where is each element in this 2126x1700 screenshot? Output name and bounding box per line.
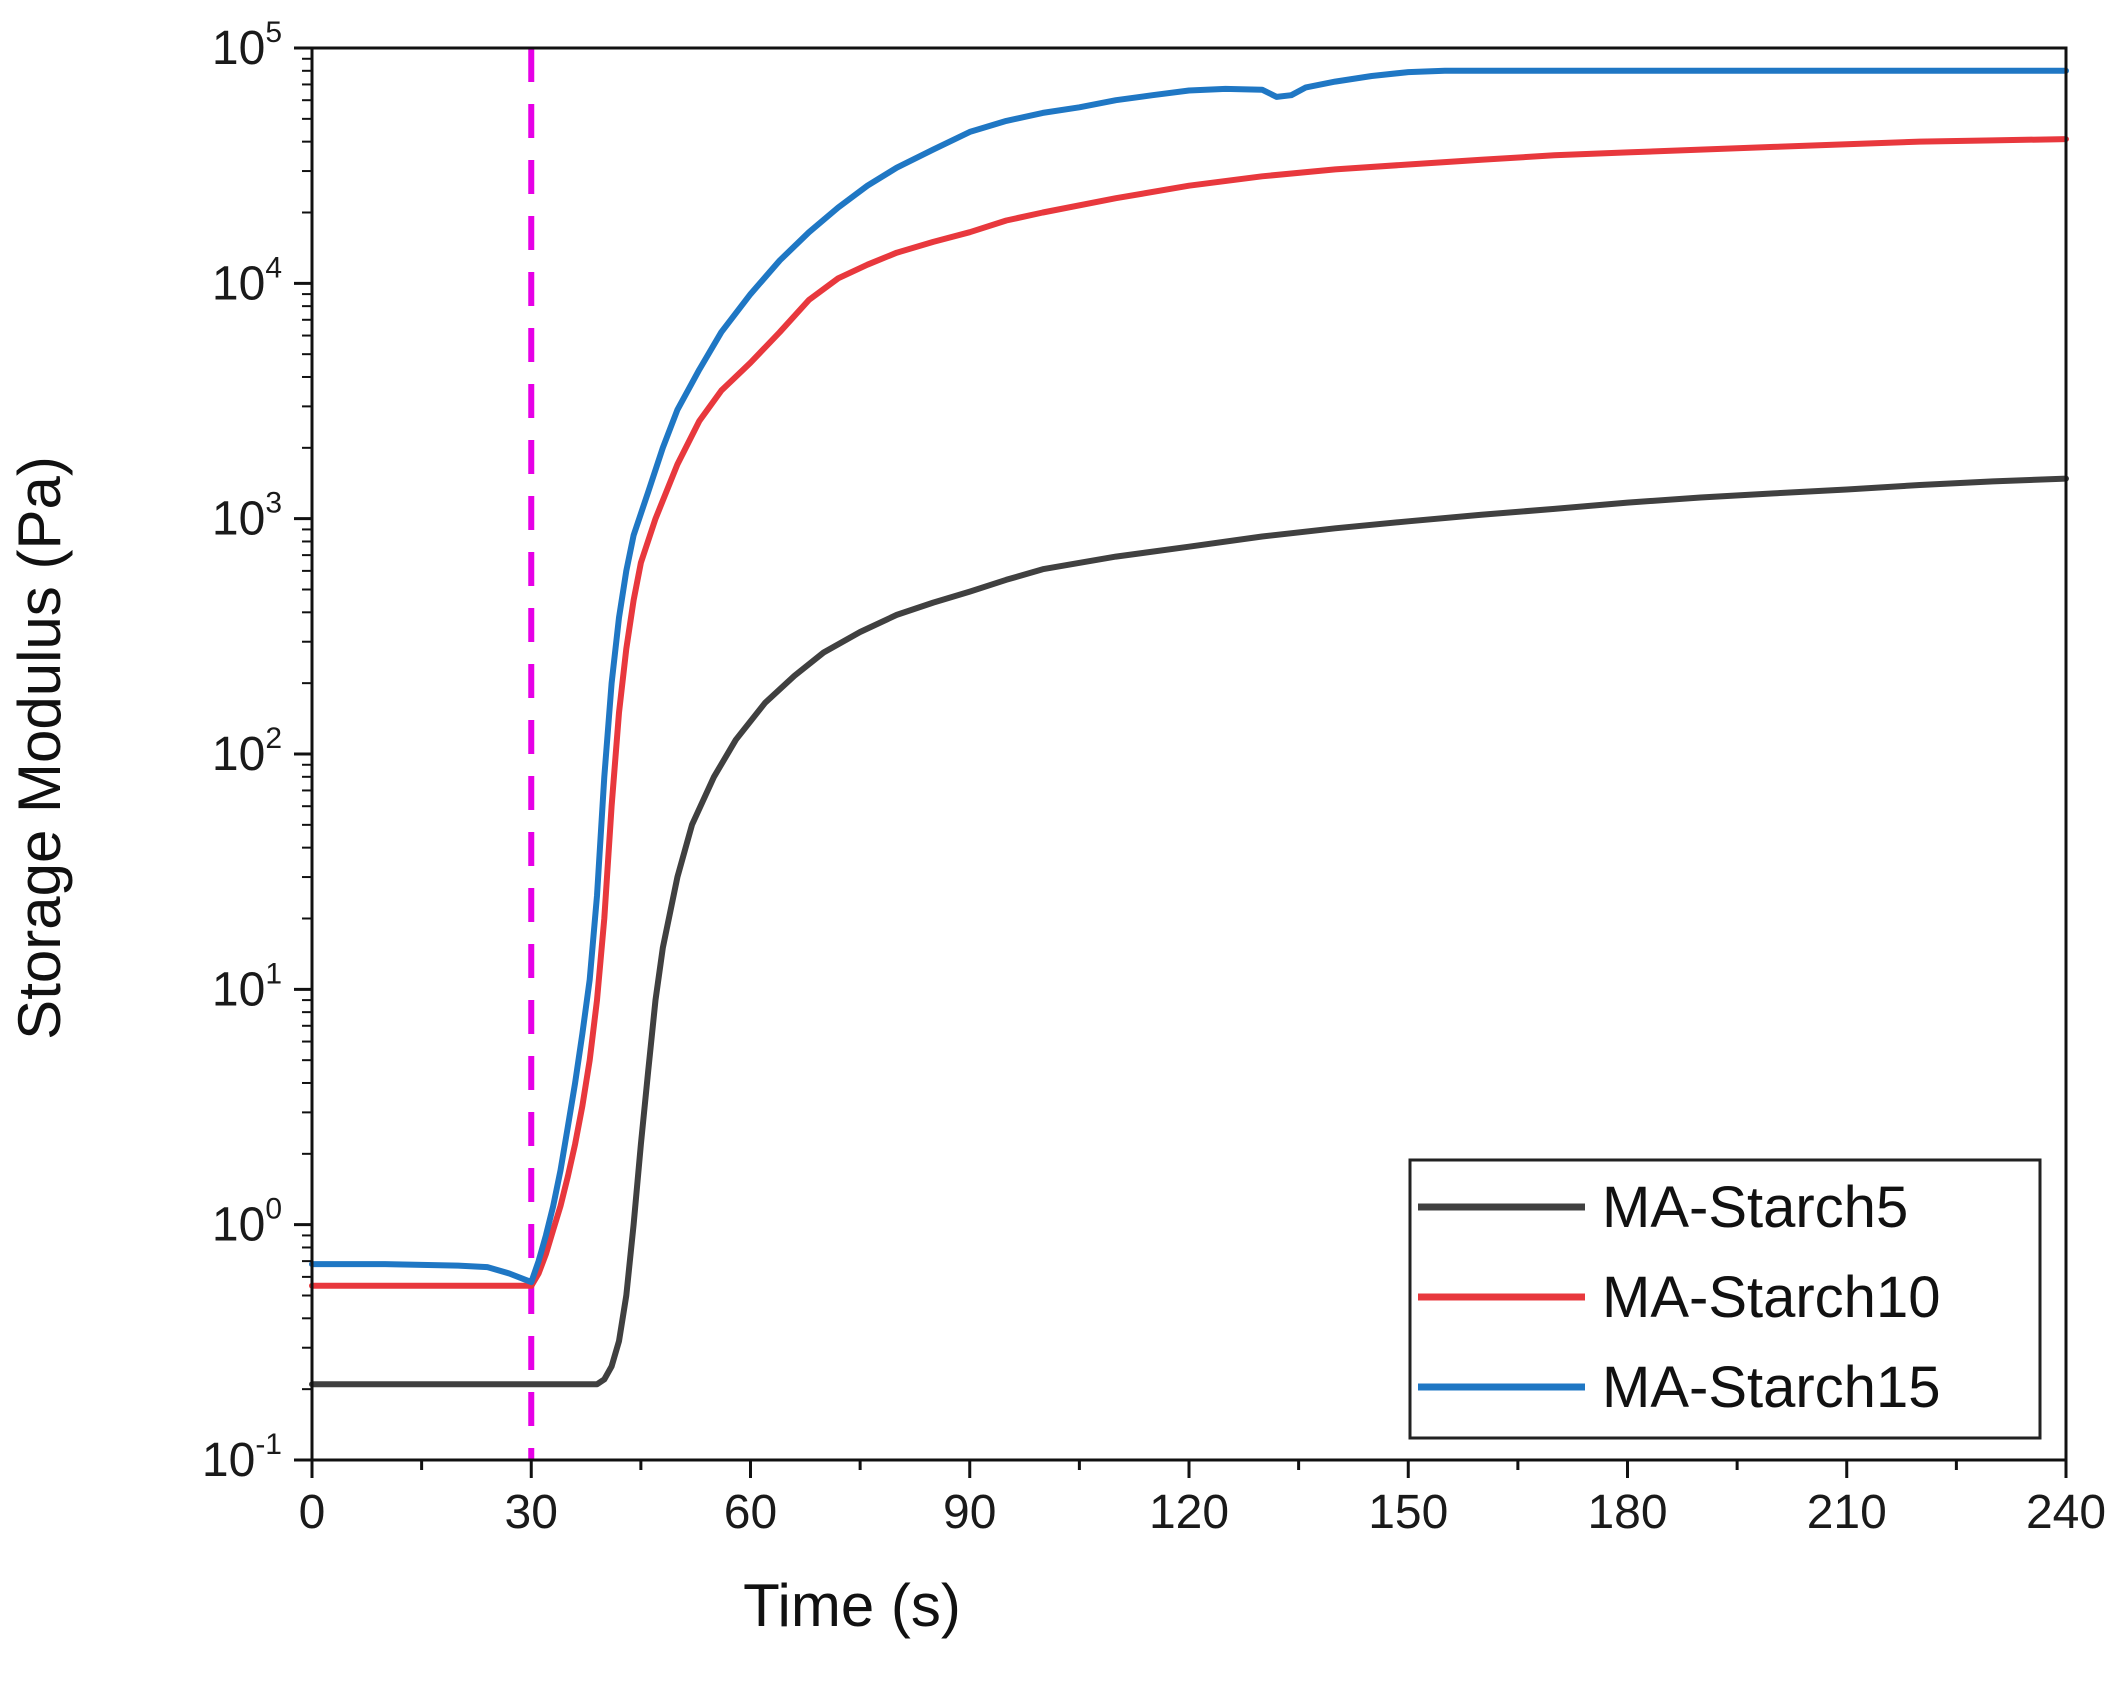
legend-label-0: MA-Starch5 bbox=[1602, 1175, 1908, 1240]
x-axis-title: Time (s) bbox=[743, 1572, 961, 1639]
y-tick-label-5: 104 bbox=[212, 251, 282, 310]
y-tick-label-0: 10-1 bbox=[202, 1428, 282, 1487]
y-tick-label-1: 100 bbox=[212, 1193, 282, 1252]
x-tick-label-5: 150 bbox=[1368, 1486, 1448, 1539]
y-tick-label-3: 102 bbox=[212, 722, 282, 781]
legend: MA-Starch5 MA-Starch10 MA-Starch15 bbox=[1408, 1158, 2042, 1440]
x-tick-label-1: 30 bbox=[505, 1486, 558, 1539]
tick-labels: 0 30 60 90 120 150 180 210 240 10-1 100 101 102 103 10… bbox=[202, 16, 2106, 1539]
x-tick-label-0: 0 bbox=[299, 1486, 326, 1539]
y-tick-label-4: 103 bbox=[212, 487, 282, 546]
series-line-0 bbox=[309, 475, 2069, 1388]
x-tick-label-3: 90 bbox=[943, 1486, 996, 1539]
series-layer bbox=[309, 67, 2069, 1388]
y-tick-label-6: 105 bbox=[212, 16, 282, 75]
legend-label-2: MA-Starch15 bbox=[1602, 1355, 1940, 1420]
x-tick-label-4: 120 bbox=[1149, 1486, 1229, 1539]
y-axis-title: Storage Modulus (Pa) bbox=[6, 456, 73, 1040]
axis-ticks bbox=[294, 46, 2068, 1478]
series-line-1 bbox=[309, 136, 2069, 1289]
x-tick-label-6: 180 bbox=[1587, 1486, 1667, 1539]
legend-label-1: MA-Starch10 bbox=[1602, 1265, 1940, 1330]
y-tick-label-2: 101 bbox=[212, 957, 282, 1016]
x-tick-label-7: 210 bbox=[1807, 1486, 1887, 1539]
x-tick-label-2: 60 bbox=[724, 1486, 777, 1539]
series-line-2 bbox=[309, 67, 2069, 1286]
x-tick-label-8: 240 bbox=[2026, 1486, 2106, 1539]
